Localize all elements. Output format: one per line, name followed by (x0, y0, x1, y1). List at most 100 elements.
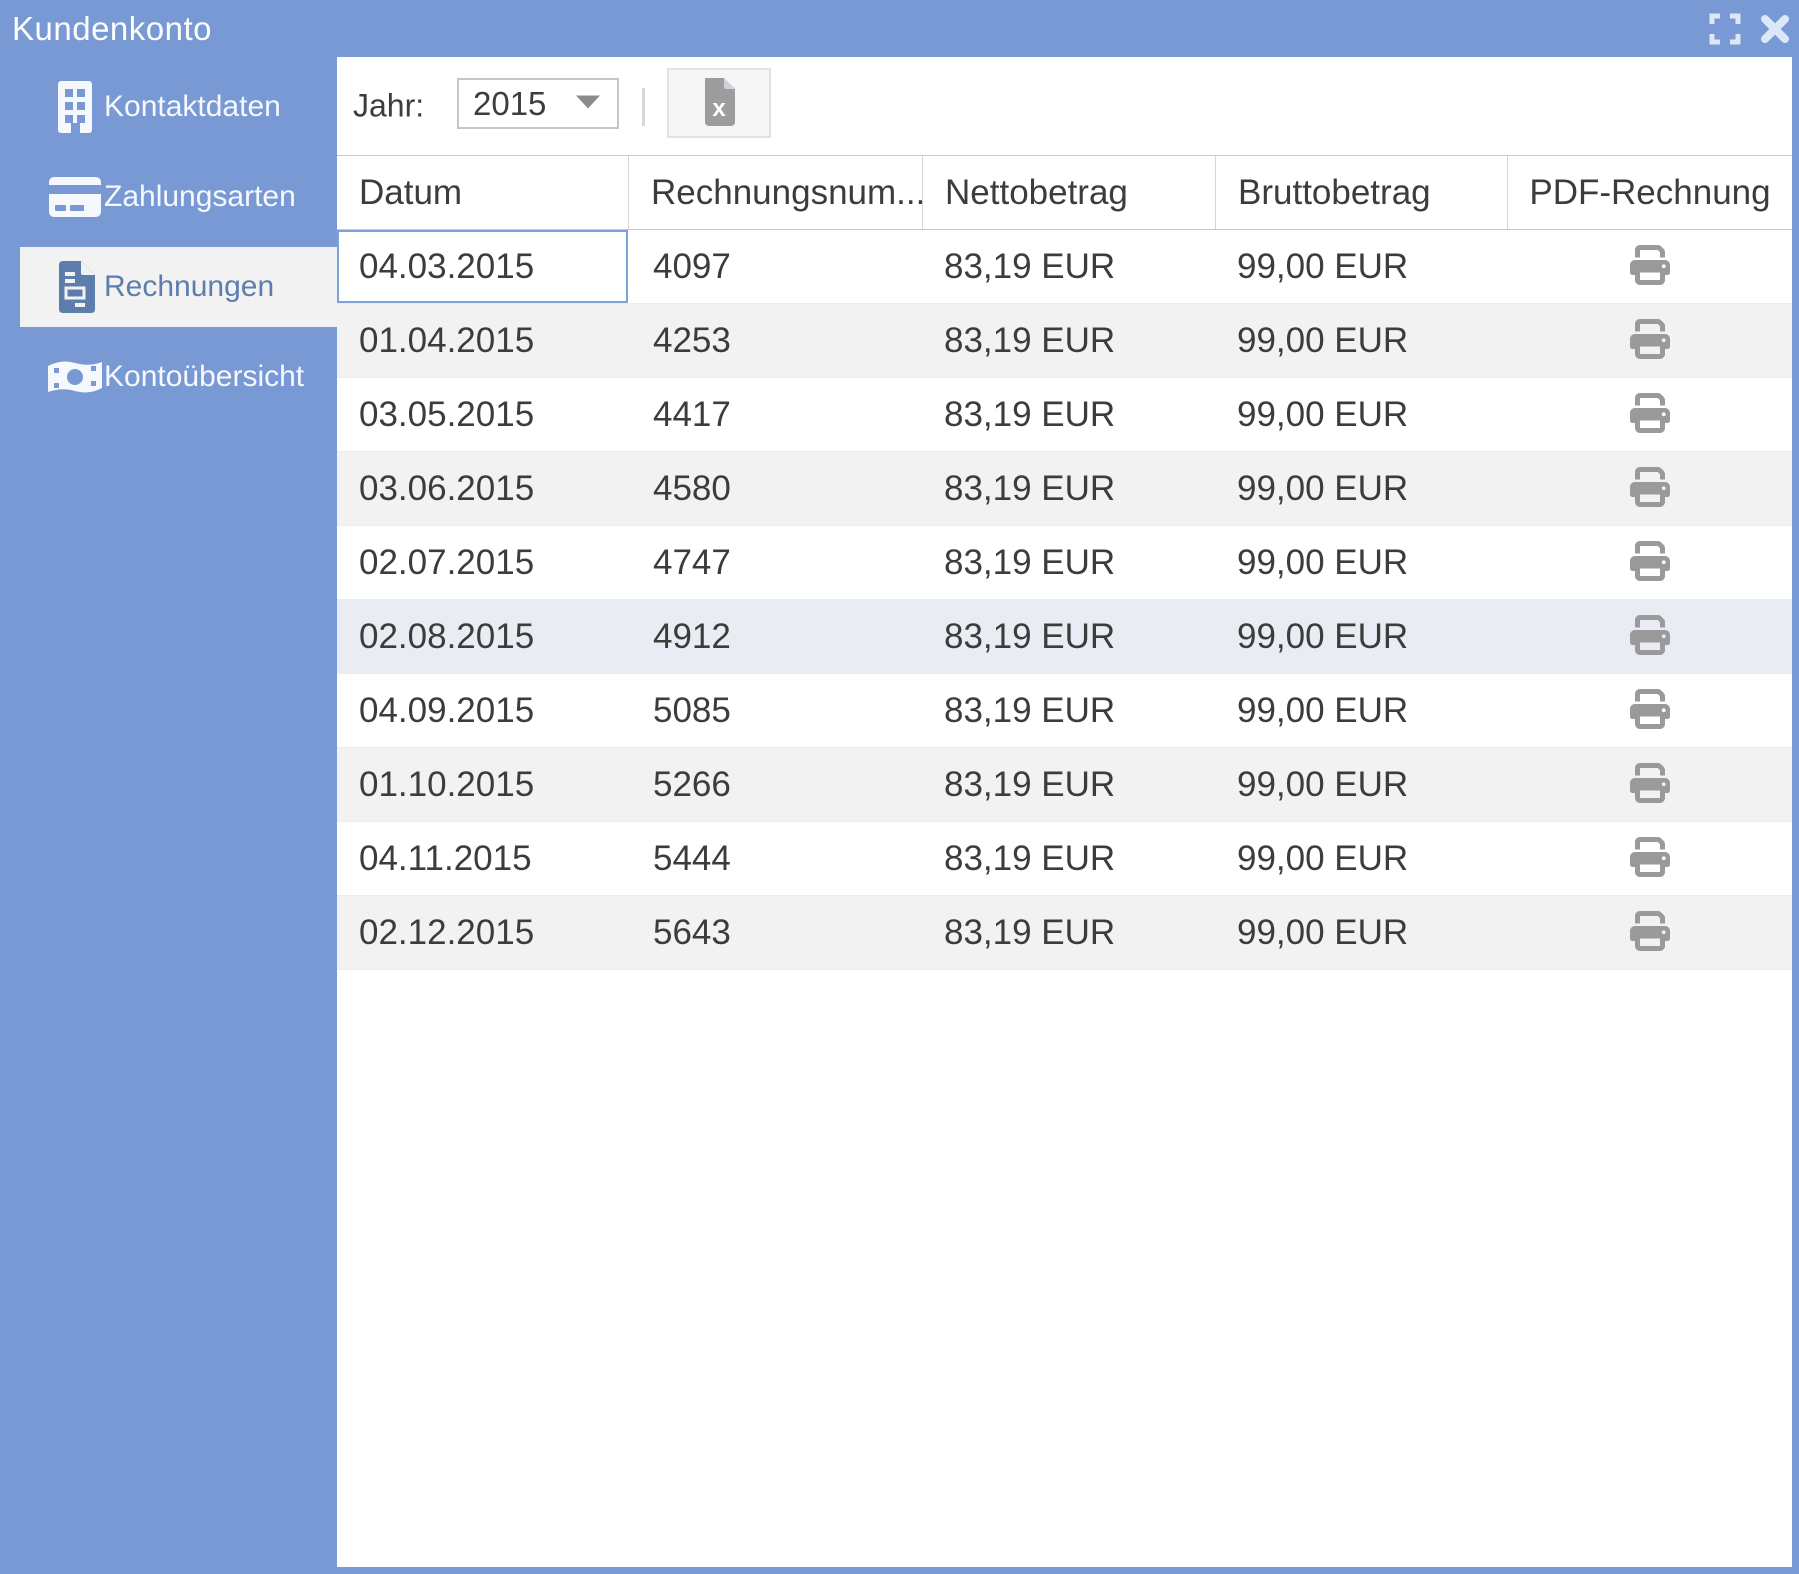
table-body: 04.03.2015 4097 83,19 EUR 99,00 EUR (337, 230, 1792, 970)
column-header-pdf-rechnung[interactable]: PDF-Rechnung (1507, 156, 1792, 229)
sidebar-item-zahlungsarten[interactable]: Zahlungsarten (0, 157, 337, 237)
date-cell[interactable]: 03.05.2015 (359, 394, 535, 434)
print-pdf-button[interactable] (1629, 393, 1671, 436)
date-cell[interactable]: 04.03.2015 (337, 230, 628, 303)
print-pdf-button[interactable] (1629, 615, 1671, 658)
net-amount-cell[interactable]: 83,19 EUR (944, 542, 1116, 582)
table-row: 02.07.2015 4747 83,19 EUR 99,00 EUR (337, 526, 1792, 600)
net-amount-cell[interactable]: 83,19 EUR (944, 394, 1116, 434)
pdf-cell (1507, 378, 1792, 451)
close-icon[interactable] (1759, 13, 1791, 45)
date-cell[interactable]: 02.07.2015 (359, 542, 535, 582)
date-cell[interactable]: 04.09.2015 (359, 690, 535, 730)
invoice-number-cell[interactable]: 5266 (653, 764, 731, 804)
net-amount-cell[interactable]: 83,19 EUR (944, 246, 1116, 286)
invoice-number-cell[interactable]: 5085 (653, 690, 731, 730)
table-row: 01.04.2015 4253 83,19 EUR 99,00 EUR (337, 304, 1792, 378)
invoice-number-cell[interactable]: 4747 (653, 542, 731, 582)
invoice-number-cell[interactable]: 4417 (653, 394, 731, 434)
printer-icon (1629, 319, 1671, 362)
print-pdf-button[interactable] (1629, 689, 1671, 732)
net-amount-cell[interactable]: 83,19 EUR (944, 690, 1116, 730)
column-header-rechnungsnummer[interactable]: Rechnungsnum... (628, 156, 925, 229)
date-cell[interactable]: 03.06.2015 (359, 468, 535, 508)
column-header-bruttobetrag[interactable]: Bruttobetrag (1215, 156, 1507, 229)
content-area: Jahr: 2015 x (337, 57, 1792, 1567)
printer-icon (1629, 689, 1671, 732)
pdf-cell (1507, 230, 1792, 303)
date-cell[interactable]: 01.04.2015 (359, 320, 535, 360)
sidebar-item-rechnungen[interactable]: Rechnungen (20, 247, 337, 327)
gross-amount-cell[interactable]: 99,00 EUR (1237, 764, 1409, 804)
pdf-cell (1507, 600, 1792, 673)
invoice-number-cell[interactable]: 4097 (653, 246, 731, 286)
invoice-number-cell[interactable]: 4580 (653, 468, 731, 508)
column-header-datum[interactable]: Datum (359, 172, 463, 212)
print-pdf-button[interactable] (1629, 763, 1671, 806)
date-cell[interactable]: 01.10.2015 (359, 764, 535, 804)
printer-icon (1629, 393, 1671, 436)
printer-icon (1629, 837, 1671, 880)
sidebar-item-kontaktdaten[interactable]: Kontaktdaten (0, 67, 337, 147)
invoice-number-cell[interactable]: 5444 (653, 838, 731, 878)
gross-amount-cell[interactable]: 99,00 EUR (1237, 542, 1409, 582)
net-amount-cell[interactable]: 83,19 EUR (944, 320, 1116, 360)
invoice-number-cell[interactable]: 4253 (653, 320, 731, 360)
window-title: Kundenkonto (12, 9, 213, 47)
net-amount-cell[interactable]: 83,19 EUR (944, 616, 1116, 656)
printer-icon (1629, 911, 1671, 954)
gross-amount-cell[interactable]: 99,00 EUR (1237, 468, 1409, 508)
pdf-cell (1507, 452, 1792, 525)
invoice-number-cell[interactable]: 5643 (653, 912, 731, 952)
printer-icon (1629, 763, 1671, 806)
date-cell[interactable]: 02.12.2015 (359, 912, 535, 952)
invoice-number-cell[interactable]: 4912 (653, 616, 731, 656)
column-header-nettobetrag[interactable]: Nettobetrag (922, 156, 1215, 229)
print-pdf-button[interactable] (1629, 837, 1671, 880)
net-amount-cell[interactable]: 83,19 EUR (944, 912, 1116, 952)
excel-export-button[interactable]: x (667, 68, 771, 138)
net-amount-cell[interactable]: 83,19 EUR (944, 764, 1116, 804)
print-pdf-button[interactable] (1629, 467, 1671, 510)
print-pdf-button[interactable] (1629, 911, 1671, 954)
print-pdf-button[interactable] (1629, 319, 1671, 362)
excel-file-icon: x (699, 77, 739, 130)
window-right-border (1792, 57, 1799, 1574)
gross-amount-cell[interactable]: 99,00 EUR (1237, 246, 1409, 286)
sidebar: Kontaktdaten Zahlungsarten (0, 57, 337, 1574)
pdf-cell (1507, 822, 1792, 895)
table-row: 03.05.2015 4417 83,19 EUR 99,00 EUR (337, 378, 1792, 452)
pdf-cell (1507, 748, 1792, 821)
date-cell[interactable]: 04.11.2015 (359, 838, 532, 878)
date-cell[interactable]: 02.08.2015 (359, 616, 535, 656)
gross-amount-cell[interactable]: 99,00 EUR (1237, 690, 1409, 730)
pdf-cell (1507, 896, 1792, 969)
fullscreen-icon[interactable] (1707, 11, 1743, 47)
sidebar-item-label: Kontoübersicht (104, 360, 305, 393)
net-amount-cell[interactable]: 83,19 EUR (944, 838, 1116, 878)
titlebar: Kundenkonto (0, 0, 1799, 57)
gross-amount-cell[interactable]: 99,00 EUR (1237, 394, 1409, 434)
net-amount-cell[interactable]: 83,19 EUR (944, 468, 1116, 508)
gross-amount-cell[interactable]: 99,00 EUR (1237, 616, 1409, 656)
money-bill-icon (46, 357, 104, 397)
sidebar-item-kontouebersicht[interactable]: Kontoübersicht (0, 337, 337, 417)
invoice-table: Datum Rechnungsnum... Nettobetrag Brutto… (337, 155, 1792, 970)
gross-amount-cell[interactable]: 99,00 EUR (1237, 320, 1409, 360)
sidebar-item-label: Kontaktdaten (104, 90, 281, 123)
print-pdf-button[interactable] (1629, 541, 1671, 584)
print-pdf-button[interactable] (1629, 245, 1671, 288)
printer-icon (1629, 541, 1671, 584)
table-row: 04.11.2015 5444 83,19 EUR 99,00 EUR (337, 822, 1792, 896)
gross-amount-cell[interactable]: 99,00 EUR (1237, 912, 1409, 952)
table-row: 02.08.2015 4912 83,19 EUR 99,00 EUR (337, 600, 1792, 674)
year-dropdown[interactable]: 2015 (457, 78, 619, 129)
table-row: 01.10.2015 5266 83,19 EUR 99,00 EUR (337, 748, 1792, 822)
toolbar: Jahr: 2015 x (337, 57, 1792, 155)
credit-card-icon (46, 177, 104, 217)
gross-amount-cell[interactable]: 99,00 EUR (1237, 838, 1409, 878)
table-row: 02.12.2015 5643 83,19 EUR 99,00 EUR (337, 896, 1792, 970)
invoice-file-icon (46, 261, 104, 313)
table-row: 04.09.2015 5085 83,19 EUR 99,00 EUR (337, 674, 1792, 748)
